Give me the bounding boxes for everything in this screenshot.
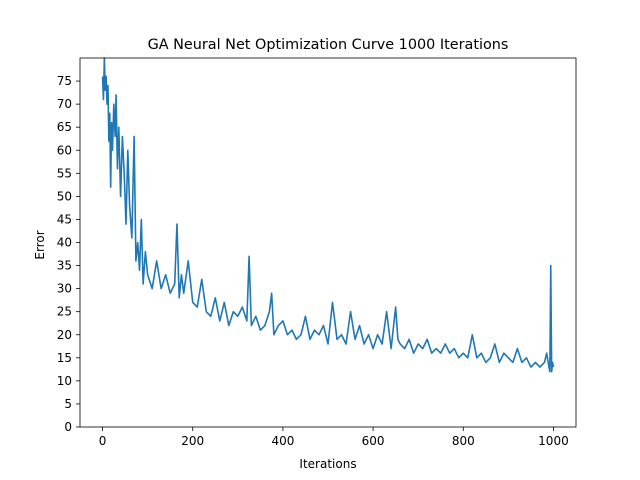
y-tick-label: 45 <box>57 212 72 226</box>
x-tick-label: 200 <box>181 434 204 448</box>
y-tick-label: 25 <box>57 305 72 319</box>
y-tick-label: 75 <box>57 74 72 88</box>
y-tick-label: 5 <box>64 397 72 411</box>
y-tick-label: 40 <box>57 236 72 250</box>
x-tick-label: 1000 <box>538 434 569 448</box>
y-tick-label: 50 <box>57 189 72 203</box>
y-tick-label: 0 <box>64 420 72 434</box>
plot-area <box>79 57 577 428</box>
chart-title: GA Neural Net Optimization Curve 1000 It… <box>148 37 509 53</box>
y-axis-label: Error <box>33 230 47 259</box>
x-axis-label: Iterations <box>299 457 356 471</box>
y-tick-label: 55 <box>57 166 72 180</box>
y-tick-label: 10 <box>57 374 72 388</box>
series-line-0 <box>101 57 555 373</box>
x-tick-label: 800 <box>452 434 475 448</box>
x-tick-label: 400 <box>271 434 294 448</box>
x-tick-label: 600 <box>362 434 385 448</box>
y-axis: 0 5 10 15 20 25 30 35 40 45 50 55 60 65 70 75 <box>57 74 80 434</box>
y-tick-label: 65 <box>57 120 72 134</box>
x-tick-label: 0 <box>99 434 107 448</box>
y-tick-label: 60 <box>57 143 72 157</box>
plot-frame <box>79 57 577 428</box>
y-tick-label: 35 <box>57 259 72 273</box>
y-tick-label: 30 <box>57 282 72 296</box>
y-tick-label: 20 <box>57 328 72 342</box>
y-tick-label: 15 <box>57 351 72 365</box>
y-tick-label: 70 <box>57 97 72 111</box>
x-axis: 0 200 400 600 800 1000 <box>99 427 569 448</box>
